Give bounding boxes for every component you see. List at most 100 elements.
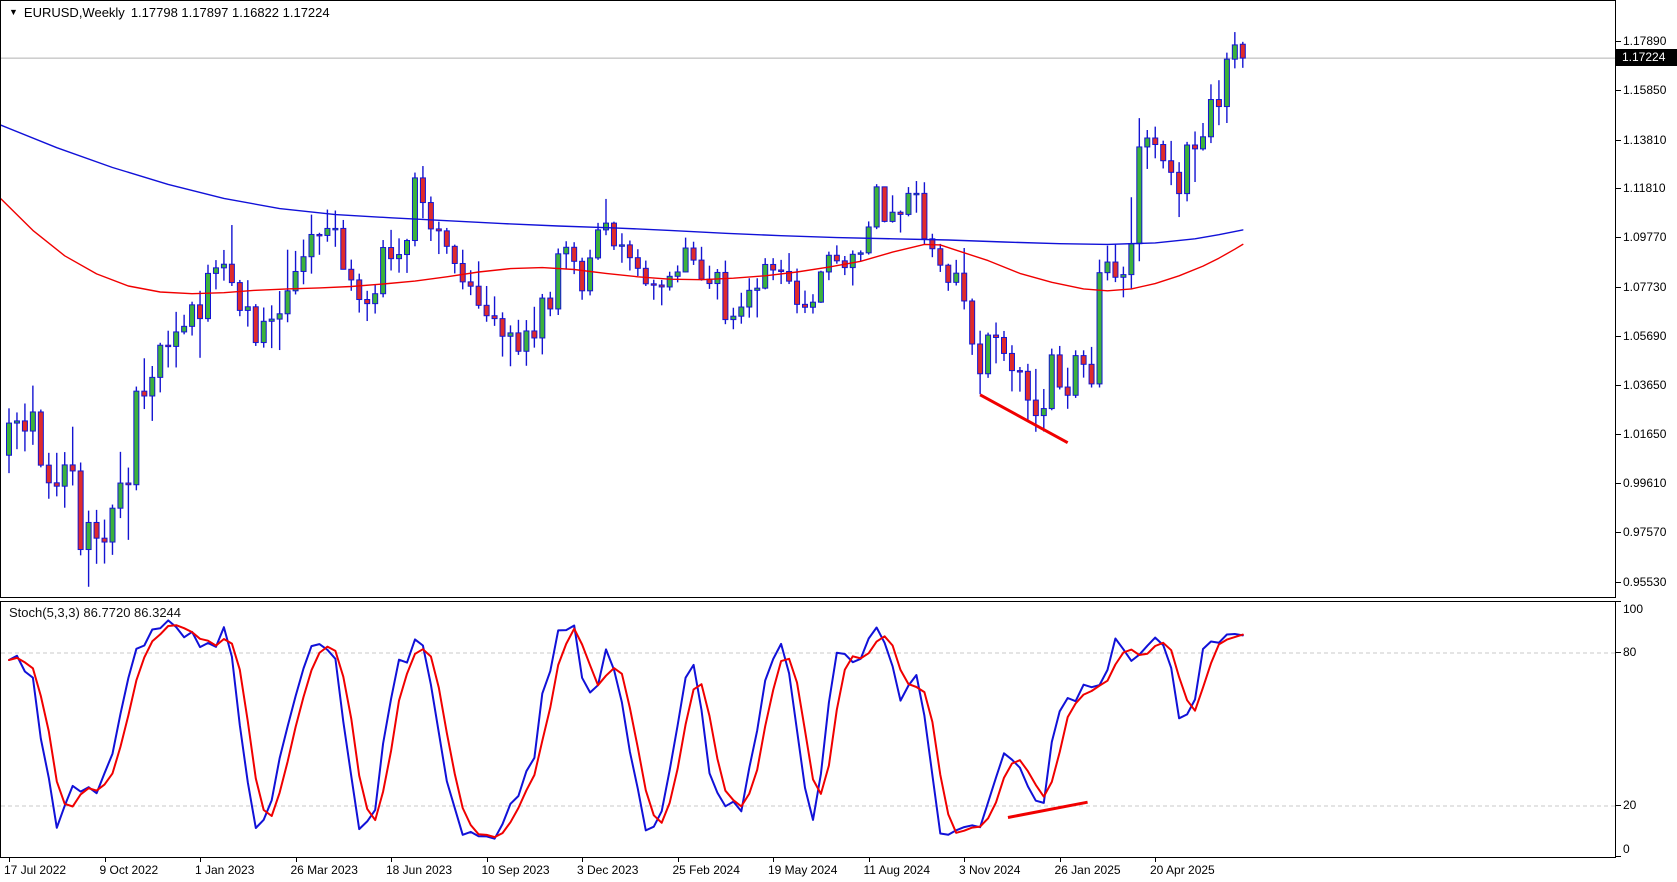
candle bbox=[29, 385, 36, 445]
candle bbox=[610, 221, 617, 250]
time-axis-label: 26 Mar 2023 bbox=[290, 863, 358, 877]
price-axis-label: 1.09770 bbox=[1623, 230, 1667, 245]
price-axis-label: 1.03650 bbox=[1623, 378, 1667, 393]
candle bbox=[722, 260, 729, 325]
candle-body-bull bbox=[873, 186, 880, 228]
time-axis-tick bbox=[1155, 858, 1156, 862]
chart-title-ohlc: 1.17798 1.17897 1.16822 1.17224 bbox=[130, 5, 330, 20]
candle-body-bear bbox=[467, 281, 474, 287]
candle bbox=[1008, 345, 1015, 392]
candle bbox=[475, 261, 482, 309]
candle-body-bull bbox=[913, 192, 920, 196]
candle bbox=[1048, 348, 1055, 411]
candle bbox=[929, 233, 936, 258]
candle bbox=[977, 330, 984, 395]
price-axis-label: 1.07730 bbox=[1623, 279, 1667, 294]
time-axis-label: 3 Dec 2023 bbox=[577, 863, 639, 877]
candle bbox=[817, 270, 824, 303]
candle-body-bear bbox=[1215, 99, 1222, 108]
ma-blue-line bbox=[1, 124, 1244, 246]
candle bbox=[1072, 350, 1079, 398]
time-axis-label: 10 Sep 2023 bbox=[481, 863, 550, 877]
candle-body-bull bbox=[1040, 408, 1047, 417]
candle bbox=[53, 452, 60, 497]
symbol-dropdown-icon[interactable]: ▼ bbox=[9, 7, 18, 17]
candle bbox=[467, 270, 474, 296]
candle-body-bear bbox=[833, 254, 840, 262]
candle bbox=[754, 278, 761, 318]
candle-body-bear bbox=[993, 334, 1000, 338]
candle bbox=[1136, 118, 1143, 262]
candle-body-bull bbox=[1207, 99, 1214, 138]
candle bbox=[563, 241, 570, 269]
candle-body-bull bbox=[157, 344, 164, 378]
candle bbox=[411, 172, 418, 247]
stoch-axis-tick bbox=[1616, 856, 1621, 857]
candle-body-bear bbox=[722, 271, 729, 321]
candle-body-bull bbox=[332, 227, 339, 231]
candle bbox=[531, 306, 538, 348]
candle-body-bull bbox=[372, 293, 379, 305]
candle-body-bull bbox=[1128, 243, 1135, 276]
candle-body-bear bbox=[897, 211, 904, 215]
candle-body-bear bbox=[770, 263, 777, 271]
candle bbox=[1223, 52, 1230, 124]
candle bbox=[1001, 330, 1007, 361]
candle bbox=[141, 358, 148, 410]
candle bbox=[364, 290, 371, 322]
price-axis-label: 1.05690 bbox=[1623, 328, 1667, 343]
candle bbox=[905, 187, 912, 217]
candle-body-bull bbox=[29, 411, 36, 432]
candle-body-bull bbox=[849, 253, 856, 269]
candle bbox=[268, 305, 275, 349]
candle bbox=[380, 240, 387, 298]
candle bbox=[499, 312, 506, 357]
candle-body-bear bbox=[642, 267, 649, 285]
candle bbox=[1112, 243, 1119, 283]
candle-body-bear bbox=[881, 186, 888, 222]
candle-body-bear bbox=[794, 280, 801, 305]
candle-body-bull bbox=[133, 390, 140, 486]
candle-body-bull bbox=[666, 275, 673, 288]
candle-body-bear bbox=[53, 482, 60, 487]
candle bbox=[1144, 130, 1151, 169]
candle-body-bear bbox=[435, 228, 442, 232]
candle-body-bear bbox=[125, 482, 132, 486]
candle-body-bear bbox=[1080, 355, 1087, 365]
candle bbox=[93, 509, 100, 564]
candle bbox=[603, 198, 609, 236]
candle-body-bear bbox=[451, 245, 458, 264]
stoch-signal-line bbox=[8, 624, 1244, 839]
candle-body-bull bbox=[754, 287, 761, 291]
candle bbox=[340, 219, 347, 270]
price-axis-label: 0.97570 bbox=[1623, 525, 1667, 540]
candle bbox=[45, 452, 52, 499]
price-axis-tick bbox=[1616, 581, 1621, 583]
candle-body-bull bbox=[284, 290, 291, 315]
candle-body-bear bbox=[1016, 370, 1023, 373]
candle-body-bear bbox=[921, 192, 928, 240]
candle bbox=[770, 258, 777, 281]
candle bbox=[1080, 350, 1087, 378]
candle-body-bear bbox=[945, 264, 952, 283]
candle bbox=[1176, 162, 1183, 218]
candle-body-bear bbox=[802, 303, 808, 308]
price-axis-label: 1.17890 bbox=[1623, 33, 1667, 48]
stoch-chart-canvas[interactable] bbox=[1, 602, 1615, 857]
candle-body-bull bbox=[1184, 144, 1191, 195]
price-axis: 1.17890 1.15850 1.13810 1.11810 1.09770 1.077… bbox=[1616, 0, 1677, 858]
time-axis-label: 19 May 2024 bbox=[768, 863, 838, 877]
price-chart-canvas[interactable] bbox=[1, 1, 1615, 597]
price-axis-label: 1.13810 bbox=[1623, 132, 1667, 147]
candle-body-bull bbox=[380, 247, 387, 295]
candle bbox=[356, 273, 363, 313]
price-axis-tick bbox=[1616, 286, 1621, 288]
candle bbox=[690, 241, 697, 265]
candle-body-bear bbox=[1160, 144, 1167, 162]
candle bbox=[292, 250, 299, 295]
candle bbox=[1088, 346, 1095, 388]
candle bbox=[451, 244, 458, 274]
candle bbox=[873, 184, 880, 230]
candle bbox=[945, 263, 952, 291]
candle bbox=[1207, 84, 1214, 144]
